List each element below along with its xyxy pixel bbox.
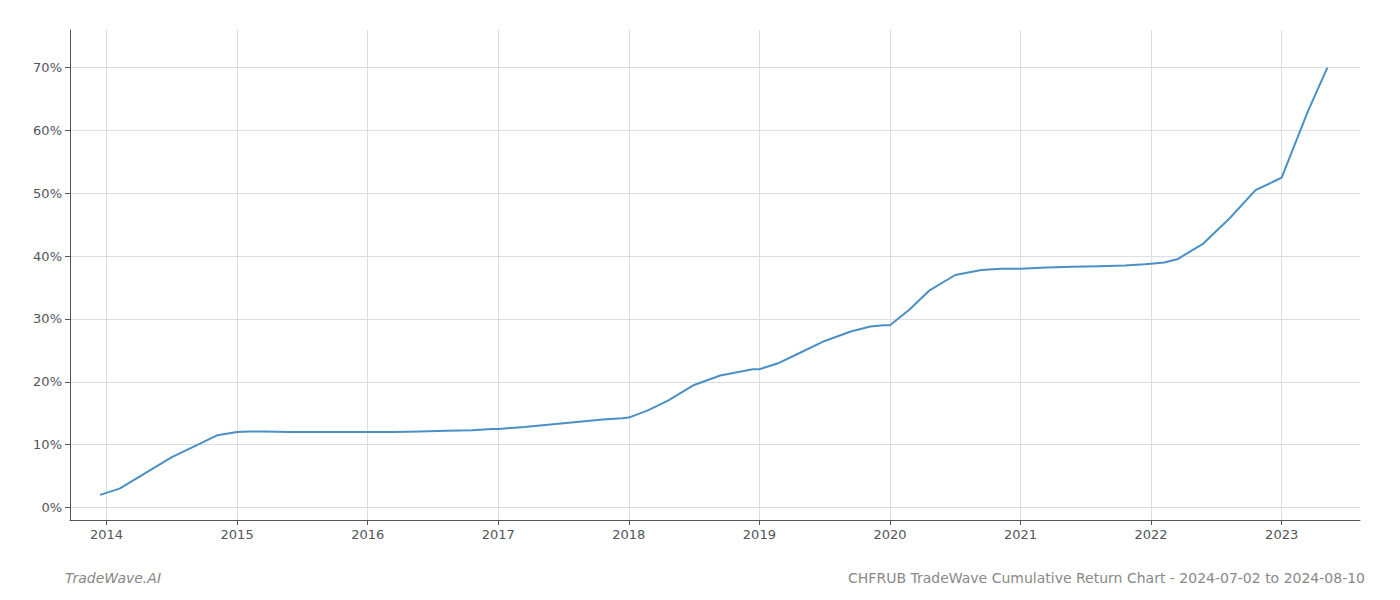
- svg-text:2023: 2023: [1265, 527, 1298, 542]
- svg-text:2021: 2021: [1004, 527, 1037, 542]
- svg-text:2022: 2022: [1135, 527, 1168, 542]
- svg-text:70%: 70%: [33, 60, 62, 75]
- svg-text:2018: 2018: [612, 527, 645, 542]
- svg-text:50%: 50%: [33, 186, 62, 201]
- svg-text:30%: 30%: [33, 311, 62, 326]
- svg-text:TradeWave.AI: TradeWave.AI: [65, 570, 161, 586]
- svg-text:10%: 10%: [33, 437, 62, 452]
- svg-text:20%: 20%: [33, 374, 62, 389]
- svg-text:60%: 60%: [33, 123, 62, 138]
- svg-text:2020: 2020: [873, 527, 906, 542]
- svg-text:2019: 2019: [743, 527, 776, 542]
- svg-text:2017: 2017: [482, 527, 515, 542]
- svg-text:2014: 2014: [90, 527, 123, 542]
- svg-text:40%: 40%: [33, 249, 62, 264]
- svg-text:0%: 0%: [41, 500, 62, 515]
- svg-text:CHFRUB TradeWave Cumulative Re: CHFRUB TradeWave Cumulative Return Chart…: [848, 570, 1365, 586]
- svg-text:2015: 2015: [221, 527, 254, 542]
- svg-text:2016: 2016: [351, 527, 384, 542]
